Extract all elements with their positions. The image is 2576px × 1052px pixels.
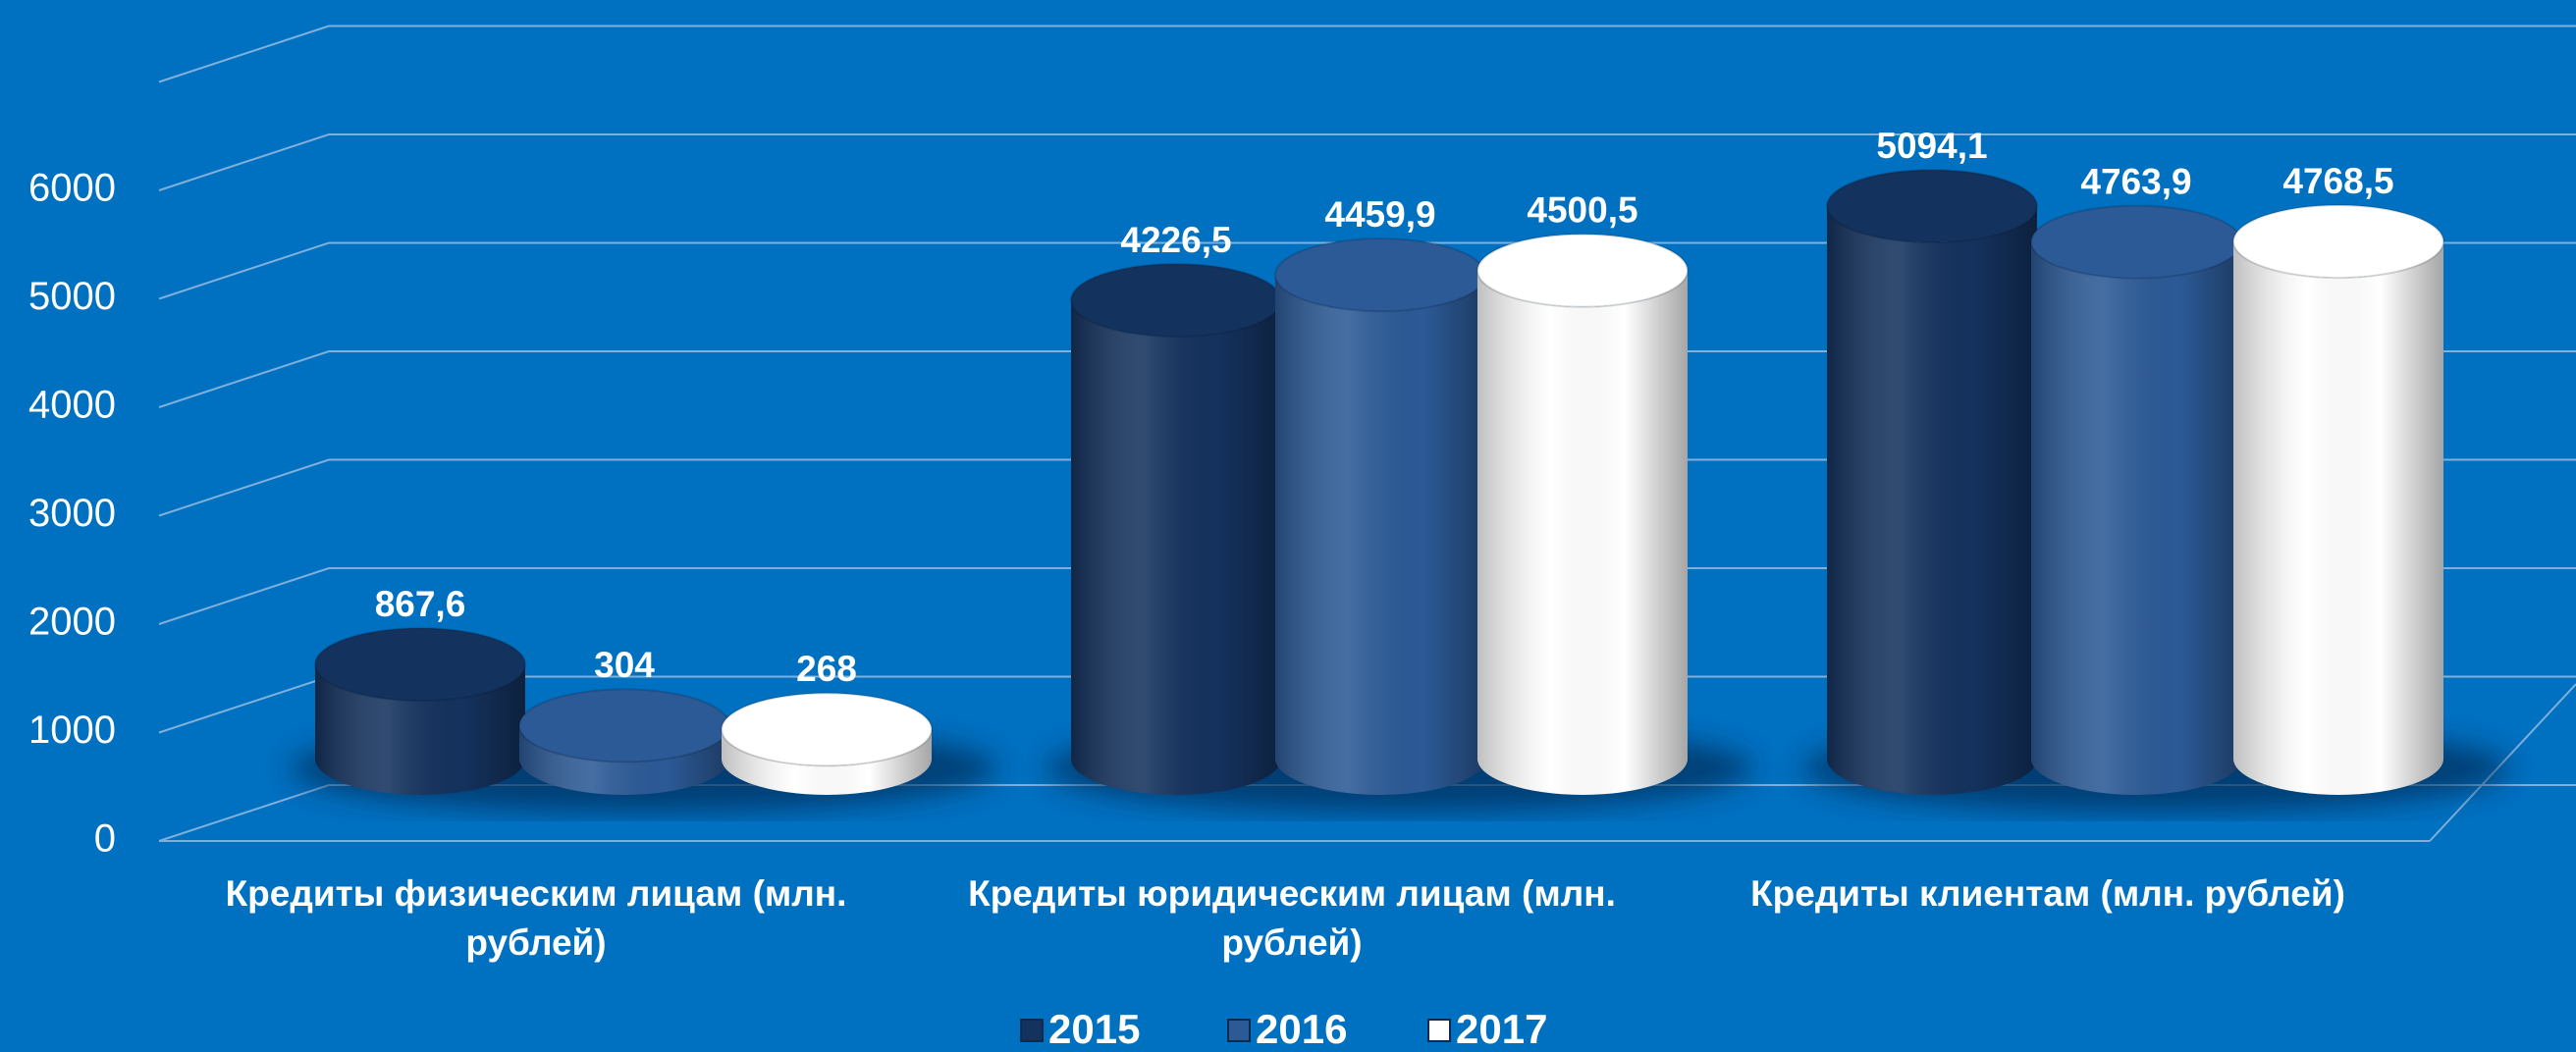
legend-label: 2017 bbox=[1456, 1006, 1547, 1052]
y-tick-label: 5000 bbox=[28, 275, 116, 318]
value-label: 4226,5 bbox=[1120, 220, 1231, 260]
cylinder bbox=[1070, 262, 1282, 795]
value-label: 304 bbox=[594, 645, 655, 685]
cylinder-top bbox=[721, 692, 933, 767]
cylinder bbox=[314, 627, 526, 795]
cylinder-top bbox=[1476, 233, 1689, 308]
y-tick-label: 0 bbox=[94, 817, 116, 861]
value-label: 867,6 bbox=[375, 584, 466, 624]
cylinder bbox=[1826, 169, 2038, 796]
bar-shading bbox=[2031, 241, 2241, 795]
cylinder bbox=[2232, 204, 2444, 795]
frame bbox=[158, 25, 330, 83]
legend-swatch bbox=[1227, 1019, 1251, 1042]
value-label: 5094,1 bbox=[1876, 126, 1987, 166]
bar-shading bbox=[1071, 299, 1281, 795]
legend-label: 2016 bbox=[1256, 1006, 1347, 1052]
cylinder bbox=[721, 692, 933, 795]
y-tick-label: 2000 bbox=[28, 601, 116, 644]
bar-shading bbox=[315, 664, 525, 795]
x-tick-label: Кредиты клиентам (млн. рублей) bbox=[1750, 873, 2345, 914]
y-tick-label: 3000 bbox=[28, 492, 116, 535]
cylinder bbox=[2030, 204, 2242, 795]
bar-shading bbox=[1275, 275, 1485, 796]
legend-label: 2015 bbox=[1048, 1006, 1140, 1052]
bar-shading bbox=[2233, 241, 2443, 795]
y-tick-label: 4000 bbox=[28, 384, 116, 427]
legend-swatch bbox=[1427, 1019, 1451, 1042]
grid-line bbox=[158, 133, 2576, 191]
value-label: 4768,5 bbox=[2282, 161, 2393, 201]
cylinder-top bbox=[2030, 204, 2242, 280]
x-tick-label: Кредиты юридическим лицам (млн. рублей) bbox=[968, 873, 1616, 963]
value-label: 4500,5 bbox=[1527, 189, 1637, 230]
cylinder-top bbox=[2232, 204, 2444, 280]
y-tick-label: 1000 bbox=[28, 709, 116, 752]
cylinder-top bbox=[1274, 237, 1486, 313]
legend-swatch bbox=[1020, 1019, 1044, 1042]
cylinder-top bbox=[1826, 169, 2038, 244]
bar-shading bbox=[1827, 206, 2037, 796]
bar-shading bbox=[1477, 270, 1688, 795]
value-label: 4459,9 bbox=[1324, 194, 1435, 235]
value-label: 268 bbox=[796, 649, 857, 689]
bar-shading bbox=[722, 729, 932, 795]
cylinder-top bbox=[1070, 262, 1282, 338]
cylinder-top bbox=[518, 688, 730, 763]
y-tick-label: 6000 bbox=[28, 167, 116, 210]
bar-shading bbox=[519, 725, 729, 795]
cylinder bbox=[1274, 237, 1486, 796]
cylinder-top bbox=[314, 627, 526, 703]
value-label: 4763,9 bbox=[2080, 161, 2191, 201]
x-tick-label: Кредиты физическим лицам (млн. рублей) bbox=[225, 873, 847, 963]
cylinder bbox=[1476, 233, 1689, 795]
cylinder bbox=[518, 688, 730, 795]
